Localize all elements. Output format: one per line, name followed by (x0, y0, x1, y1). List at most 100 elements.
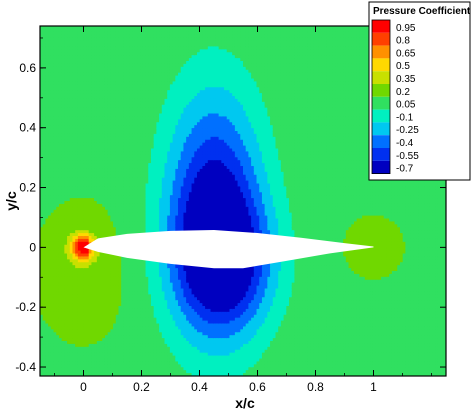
contour-cell (40, 31, 44, 36)
contour-cell (53, 288, 57, 293)
contour-cell (56, 31, 60, 36)
contour-cell (45, 352, 49, 357)
contour-cell (64, 349, 68, 354)
contour-cell (61, 58, 65, 62)
contour-cell (61, 288, 65, 293)
contour-cell (67, 332, 71, 336)
contour-cell (53, 343, 57, 348)
contour-cell (48, 332, 52, 336)
contour-cell (53, 329, 57, 333)
contour-cell (75, 84, 79, 88)
contour-cell (53, 63, 57, 68)
contour-cell (50, 40, 55, 45)
contour-cell (40, 355, 44, 360)
contour-cell (69, 367, 74, 371)
contour-cell (64, 131, 68, 135)
contour-cell (50, 43, 55, 48)
contour-cell (72, 291, 76, 295)
contour-cell (48, 244, 52, 249)
contour-cell (42, 311, 47, 316)
contour-cell (53, 125, 57, 129)
contour-cell (64, 215, 68, 220)
contour-cell (58, 195, 63, 199)
contour-cell (69, 55, 74, 59)
contour-cell (48, 107, 52, 112)
contour-cell (69, 168, 74, 173)
contour-cell (67, 227, 71, 231)
contour-cell (69, 142, 74, 147)
contour-cell (72, 145, 76, 150)
contour-cell (56, 367, 60, 371)
contour-cell (45, 294, 49, 298)
contour-cell (69, 256, 74, 260)
contour-cell (45, 78, 49, 83)
contour-cell (42, 98, 47, 103)
contour-cell (69, 285, 74, 290)
contour-cell (45, 136, 49, 141)
contour-cell (67, 326, 71, 330)
contour-cell (48, 195, 52, 199)
contour-cell (72, 31, 76, 36)
contour-cell (69, 116, 74, 120)
contour-cell (50, 87, 55, 91)
contour-cell (48, 285, 52, 290)
contour-cell (45, 96, 49, 100)
contour-cell (56, 343, 60, 348)
contour-cell (56, 358, 60, 363)
contour-cell (67, 43, 71, 48)
contour-cell (45, 183, 49, 188)
contour-cell (45, 101, 49, 106)
contour-cell (69, 212, 74, 217)
contour-cell (50, 370, 55, 374)
contour-cell (72, 186, 76, 190)
contour-cell (72, 346, 76, 351)
contour-cell (42, 288, 47, 293)
contour-cell (53, 43, 57, 48)
contour-cell (50, 49, 55, 53)
contour-cell (56, 268, 60, 272)
contour-cell (69, 180, 74, 185)
contour-cell (58, 174, 63, 179)
contour-cell (67, 104, 71, 109)
contour-cell (40, 113, 44, 118)
contour-cell (67, 285, 71, 290)
contour-cell (56, 40, 60, 45)
contour-cell (58, 101, 63, 106)
contour-cell (48, 236, 52, 240)
contour-cell (64, 250, 68, 255)
contour-cell (40, 40, 44, 45)
contour-cell (56, 349, 60, 354)
contour-cell (53, 311, 57, 316)
contour-cell (53, 195, 57, 199)
contour-cell (69, 198, 74, 202)
contour-cell (69, 157, 74, 161)
contour-cell (69, 326, 74, 330)
contour-cell (48, 203, 52, 208)
contour-cell (42, 224, 47, 228)
contour-cell (45, 332, 49, 336)
contour-cell (50, 323, 55, 328)
contour-cell (40, 139, 44, 144)
contour-cell (53, 250, 57, 255)
contour-cell (72, 273, 76, 278)
contour-cell (72, 238, 76, 243)
contour-cell (67, 355, 71, 360)
contour-cell (72, 250, 76, 255)
contour-cell (50, 311, 55, 316)
contour-cell (67, 186, 71, 190)
contour-cell (67, 338, 71, 342)
contour-cell (67, 341, 71, 345)
contour-cell (50, 262, 55, 266)
contour-cell (50, 338, 55, 342)
contour-cell (67, 131, 71, 135)
contour-cell (45, 300, 49, 304)
contour-cell (53, 224, 57, 228)
contour-cell (69, 34, 74, 39)
contour-cell (58, 352, 63, 357)
contour-cell (72, 241, 76, 246)
contour-cell (50, 101, 55, 106)
contour-cell (42, 139, 47, 144)
contour-cell (61, 358, 65, 363)
contour-cell (64, 34, 68, 39)
contour-cell (42, 119, 47, 123)
